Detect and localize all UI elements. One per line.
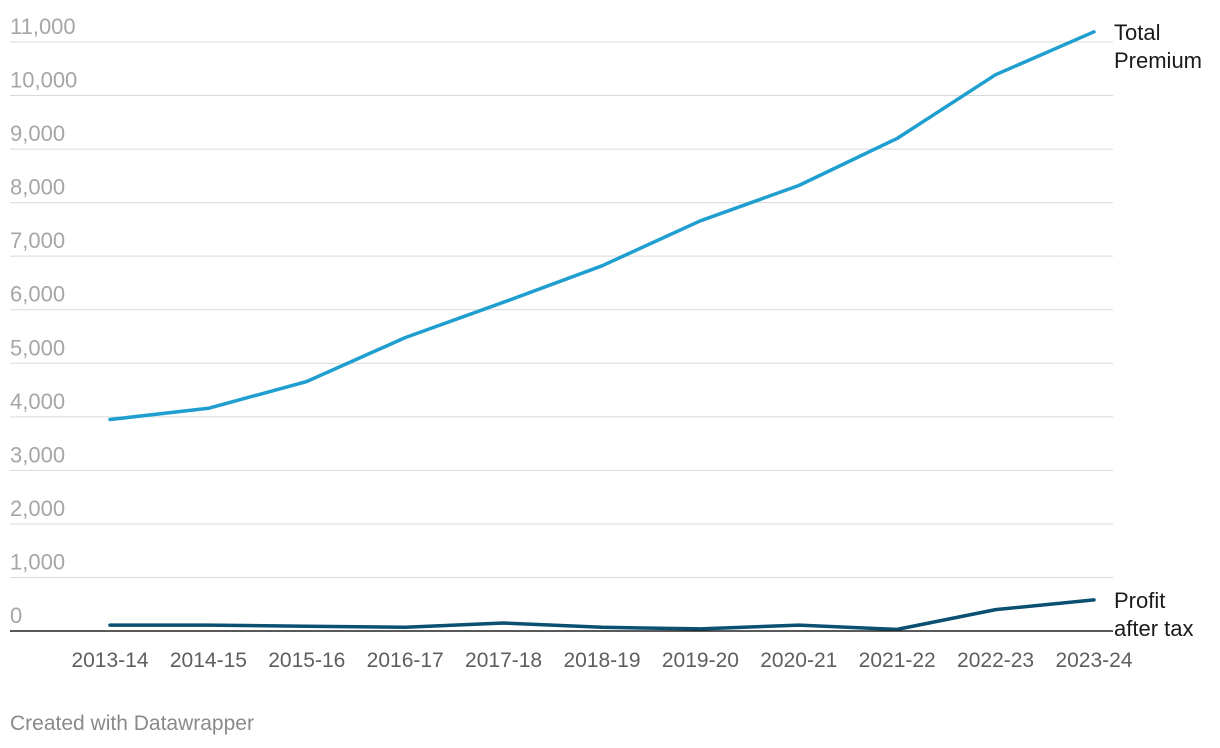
x-tick-label: 2016-17 (367, 649, 444, 672)
series-label: Profit after tax (1114, 588, 1193, 641)
x-tick-label: 2022-23 (957, 649, 1034, 672)
y-tick-label: 5,000 (10, 335, 65, 360)
x-tick-label: 2023-24 (1055, 649, 1132, 672)
series-line (108, 30, 1096, 422)
series-lines (108, 30, 1096, 632)
series-label-line: Premium (1114, 48, 1202, 73)
y-tick-label: 0 (10, 603, 22, 628)
y-tick-label: 10,000 (10, 68, 77, 93)
y-tick-label: 11,000 (10, 14, 76, 39)
x-tick-label: 2019-20 (662, 649, 739, 672)
x-tick-label: 2021-22 (859, 649, 936, 672)
x-axis-tick-labels: 2013-14 2014-15 2015-16 2016-17 2017-18 2018-… (71, 649, 1132, 672)
series-line (108, 598, 1096, 632)
series-label: Total Premium (1114, 20, 1202, 73)
x-tick-label: 2015-16 (268, 649, 345, 672)
y-axis-tick-labels: 0 1,000 2,000 3,000 4,000 5,000 6,000 7,000 8,00… (10, 14, 77, 628)
footer-credit: Created with Datawrapper (10, 712, 254, 735)
series-labels: Total Premium Profit after tax (1114, 20, 1202, 641)
y-tick-label: 2,000 (10, 496, 65, 521)
x-tick-label: 2017-18 (465, 649, 542, 672)
gridlines (10, 41, 1113, 578)
y-tick-label: 1,000 (10, 549, 65, 574)
series-label-line: Total (1114, 20, 1160, 45)
series-label-line: after tax (1114, 616, 1193, 641)
y-tick-label: 6,000 (10, 282, 65, 307)
y-tick-label: 8,000 (10, 175, 65, 200)
x-tick-label: 2018-19 (563, 649, 640, 672)
y-tick-label: 9,000 (10, 121, 65, 146)
series-label-line: Profit (1114, 588, 1165, 613)
y-tick-label: 3,000 (10, 442, 65, 467)
x-tick-label: 2013-14 (71, 649, 148, 672)
y-tick-label: 4,000 (10, 389, 65, 414)
y-tick-label: 7,000 (10, 228, 65, 253)
x-tick-label: 2020-21 (760, 649, 837, 672)
x-tick-label: 2014-15 (170, 649, 247, 672)
